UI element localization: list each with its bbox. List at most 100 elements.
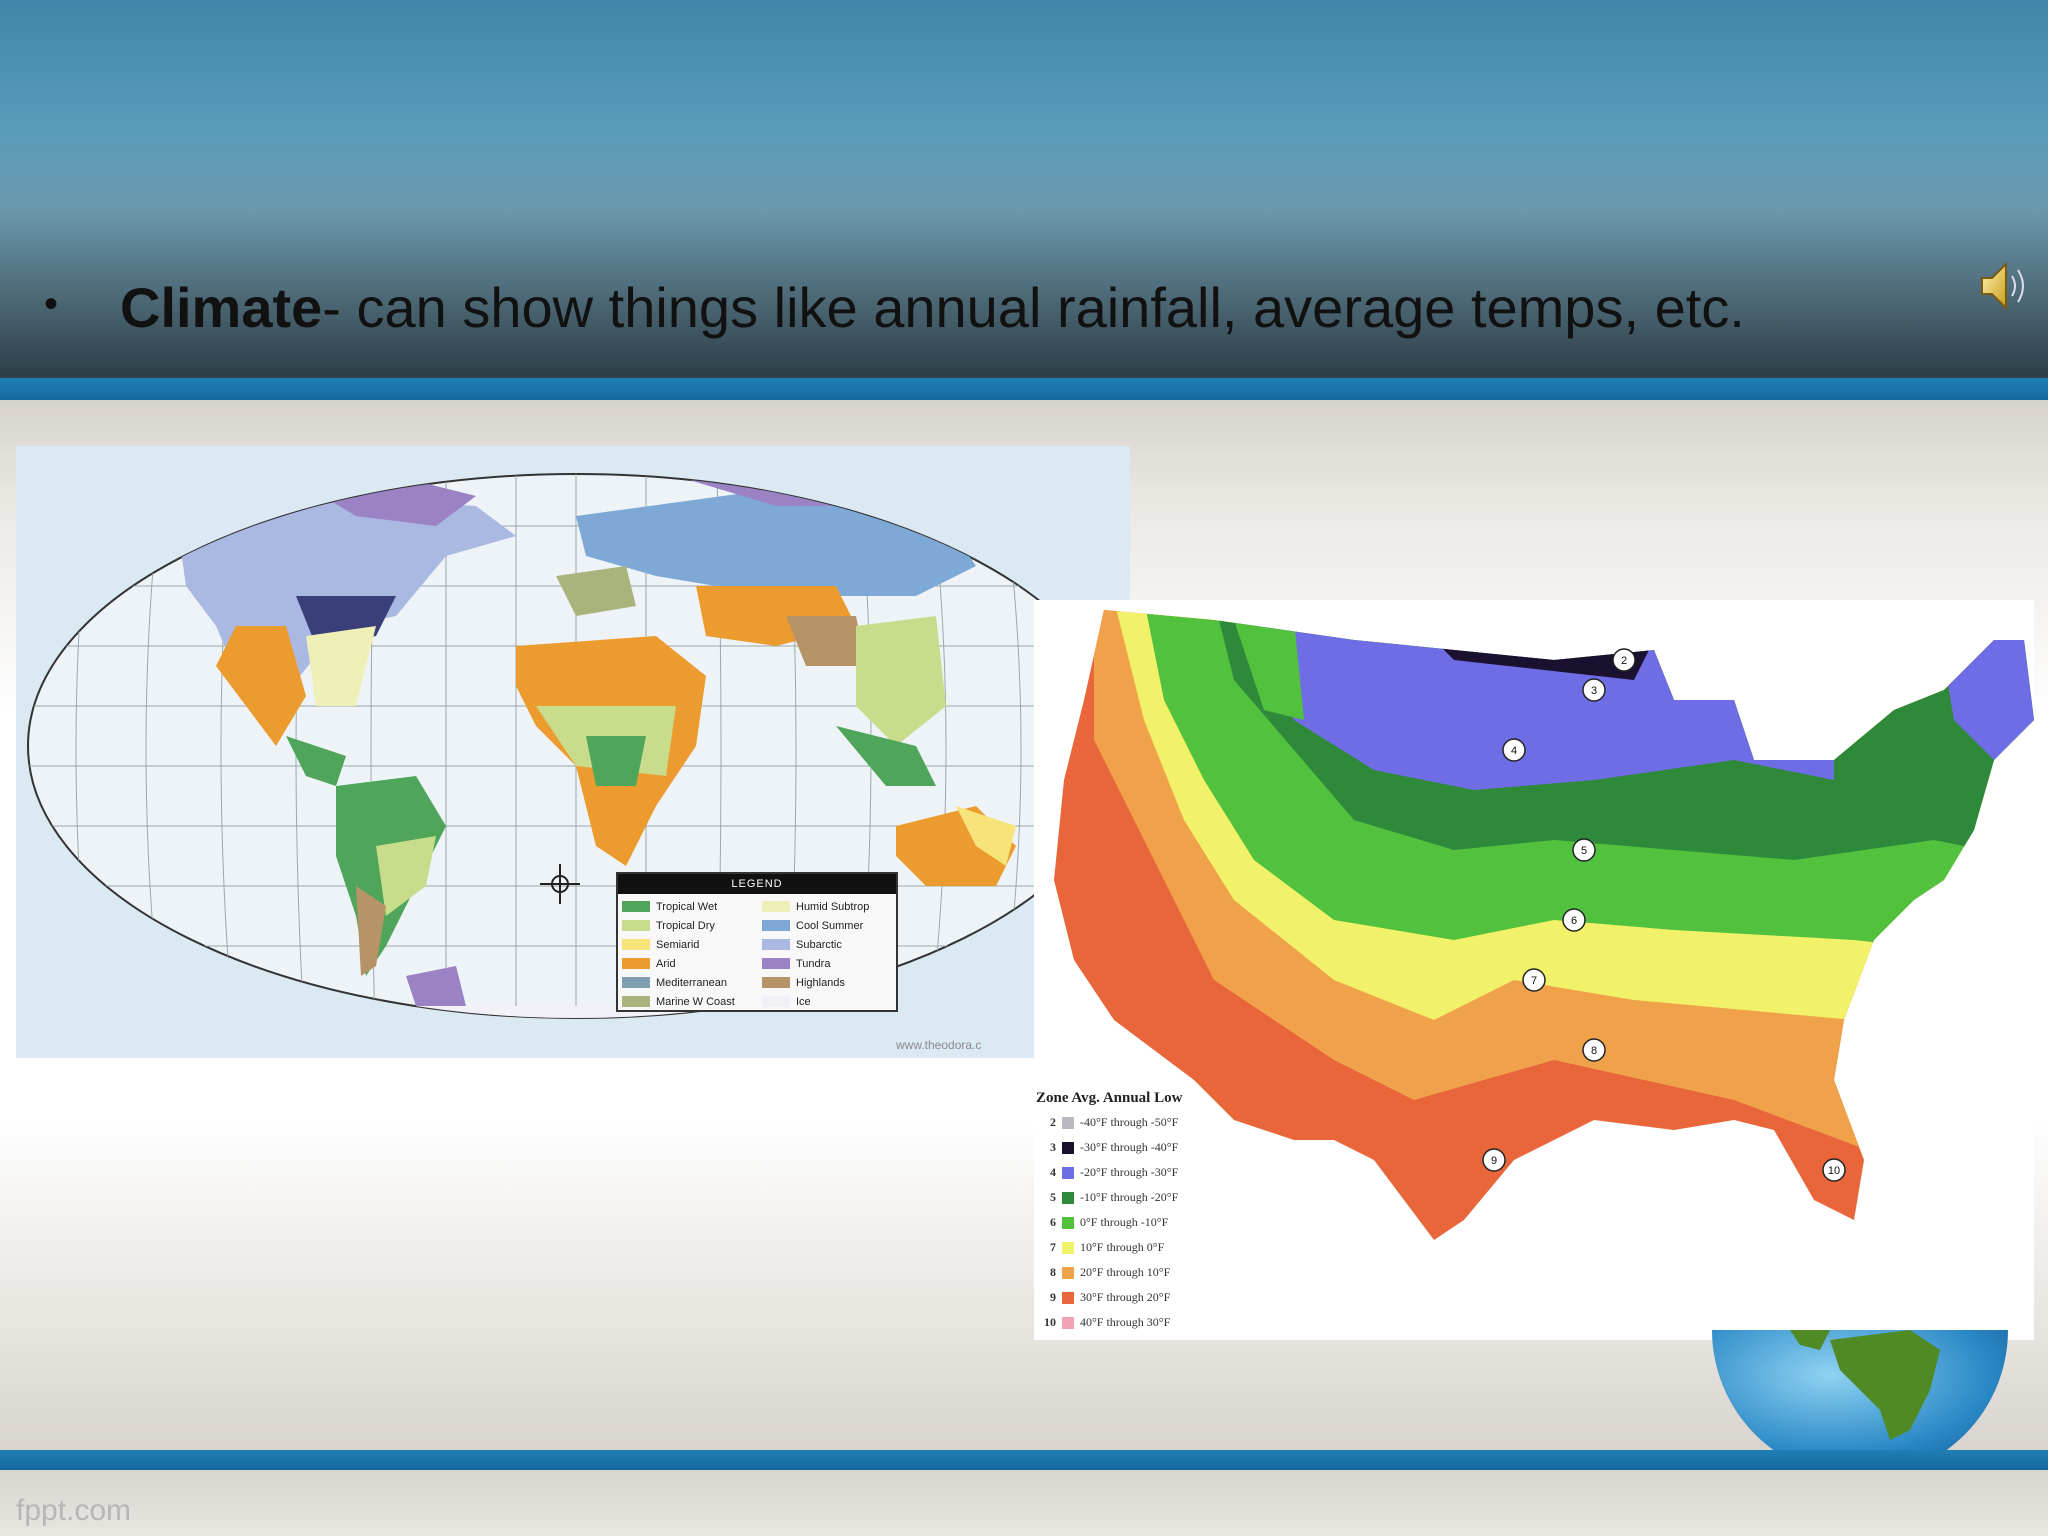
zone-swatch	[1062, 1141, 1074, 1154]
zone-legend-row: 2 -40°F through -50°F	[1034, 1110, 1274, 1135]
zone-range: 30°F through 20°F	[1080, 1290, 1171, 1304]
legend-swatch	[762, 958, 790, 969]
world-legend-item: Tundra	[762, 954, 902, 973]
world-map-legend: LEGEND Tropical Wet Humid Subtrop Tropical…	[616, 872, 898, 1012]
zone-legend: Zone Avg. Annual Low 2 -40°F through -50°…	[1034, 1090, 1274, 1335]
zone-map-label-text: 10	[1828, 1165, 1840, 1177]
zone-legend-row: 7 10°F through 0°F	[1034, 1235, 1274, 1260]
world-climate-map: LEGEND Tropical Wet Humid Subtrop Tropical…	[16, 446, 1130, 1058]
us-hardiness-zone-map: 2 3 4 5 6 7 8 9 10 Zone Avg. Annual Low 2 -40°F t…	[1034, 600, 2034, 1340]
legend-label: Subarctic	[796, 938, 842, 951]
zone-swatch	[1062, 1241, 1074, 1254]
legend-swatch	[622, 920, 650, 931]
world-legend-item: Mediterranean	[622, 973, 762, 992]
world-legend-item: Marine W Coast	[622, 992, 762, 1011]
zone-swatch	[1062, 1166, 1074, 1179]
legend-swatch	[762, 901, 790, 912]
world-legend-item: Arid	[622, 954, 762, 973]
zone-map-label: 8	[1582, 1038, 1606, 1062]
legend-swatch	[762, 996, 790, 1007]
bullet-heading-bold: Climate	[120, 276, 323, 339]
legend-swatch	[622, 977, 650, 988]
legend-label: Arid	[656, 957, 676, 970]
zone-legend-rows: 2 -40°F through -50°F 3 -30°F through -40°F…	[1034, 1110, 1274, 1335]
zone-number: 5	[1050, 1190, 1056, 1204]
legend-swatch	[622, 996, 650, 1007]
slide-footer-band	[0, 1470, 2048, 1536]
bullet-marker: •	[44, 282, 59, 326]
zone-map-label: 2	[1612, 648, 1636, 672]
zone-legend-row: 10 40°F through 30°F	[1034, 1310, 1274, 1335]
world-map-source-text: www.theodora.c	[896, 1038, 982, 1052]
zone-map-label: 9	[1482, 1148, 1506, 1172]
zone-legend-row: 4 -20°F through -30°F	[1034, 1160, 1274, 1185]
zone-map-label: 4	[1502, 738, 1526, 762]
zone-legend-row: 9 30°F through 20°F	[1034, 1285, 1274, 1310]
zone-number: 9	[1050, 1290, 1056, 1304]
globe-image	[1710, 1330, 2010, 1478]
zone-swatch	[1062, 1266, 1074, 1279]
world-legend-item: Semiarid	[622, 935, 762, 954]
legend-swatch	[622, 939, 650, 950]
world-map-legend-title: LEGEND	[618, 874, 896, 894]
zone-range: -40°F through -50°F	[1080, 1115, 1179, 1129]
footer-divider-stripe	[0, 1450, 2048, 1470]
legend-label: Humid Subtrop	[796, 900, 870, 913]
zone-legend-row: 8 20°F through 10°F	[1034, 1260, 1274, 1285]
zone-range: -10°F through -20°F	[1080, 1190, 1179, 1204]
us-zone-map-graphic: 2 3 4 5 6 7 8 9 10	[1054, 610, 2034, 1240]
zone-map-label: 10	[1822, 1158, 1846, 1182]
bullet-heading-rest: - can show things like annual rainfall, …	[322, 276, 1745, 339]
zone-range: -30°F through -40°F	[1080, 1140, 1179, 1154]
legend-swatch	[762, 920, 790, 931]
legend-swatch	[622, 901, 650, 912]
zone-map-label-text: 7	[1531, 975, 1537, 987]
zone-map-label: 7	[1522, 968, 1546, 992]
legend-label: Highlands	[796, 976, 845, 989]
zone-map-label: 5	[1572, 838, 1596, 862]
zone-number: 3	[1050, 1140, 1056, 1154]
slide-bullet-text: Climate- can show things like annual rai…	[120, 272, 1800, 344]
legend-label: Tropical Dry	[656, 919, 715, 932]
world-legend-item: Tropical Dry	[622, 916, 762, 935]
zone-map-label-text: 5	[1581, 845, 1587, 857]
zone-number: 8	[1050, 1265, 1056, 1279]
zone-number: 6	[1050, 1215, 1056, 1229]
zone-range: 40°F through 30°F	[1080, 1315, 1171, 1329]
speaker-icon[interactable]	[1978, 256, 2030, 316]
legend-label: Marine W Coast	[656, 995, 735, 1008]
zone-map-label-text: 4	[1511, 745, 1517, 757]
zone-range: 20°F through 10°F	[1080, 1265, 1171, 1279]
zone-number: 4	[1050, 1165, 1056, 1179]
zone-range: -20°F through -30°F	[1080, 1165, 1179, 1179]
zone-number: 2	[1050, 1115, 1056, 1129]
zone-swatch	[1062, 1216, 1074, 1229]
world-legend-item: Humid Subtrop	[762, 897, 902, 916]
world-legend-item: Highlands	[762, 973, 902, 992]
legend-label: Tropical Wet	[656, 900, 718, 913]
world-map-graphic	[27, 473, 1125, 1019]
zone-number: 7	[1050, 1240, 1056, 1254]
legend-label: Mediterranean	[656, 976, 727, 989]
header-divider-stripe	[0, 378, 2048, 400]
zone-map-label: 6	[1562, 908, 1586, 932]
legend-swatch	[762, 939, 790, 950]
legend-label: Ice	[796, 995, 811, 1008]
legend-label: Cool Summer	[796, 919, 864, 932]
world-legend-item: Cool Summer	[762, 916, 902, 935]
world-legend-item: Ice	[762, 992, 902, 1011]
zone-swatch	[1062, 1191, 1074, 1204]
zone-legend-row: 3 -30°F through -40°F	[1034, 1135, 1274, 1160]
zone-map-label-text: 9	[1491, 1155, 1497, 1167]
zone-legend-header: Zone Avg. Annual Low	[1036, 1090, 1183, 1106]
footer-source-text: fppt.com	[16, 1494, 132, 1527]
zone-map-label-text: 6	[1571, 915, 1577, 927]
zone-legend-row: 5 -10°F through -20°F	[1034, 1185, 1274, 1210]
zone-number: 10	[1044, 1315, 1056, 1329]
slide-header-band	[0, 0, 2048, 378]
zone-swatch	[1062, 1116, 1074, 1129]
zone-map-label-text: 8	[1591, 1045, 1597, 1057]
zone-range: 0°F through -10°F	[1080, 1215, 1169, 1229]
zone-legend-row: 6 0°F through -10°F	[1034, 1210, 1274, 1235]
zone-map-label-text: 3	[1591, 685, 1597, 697]
